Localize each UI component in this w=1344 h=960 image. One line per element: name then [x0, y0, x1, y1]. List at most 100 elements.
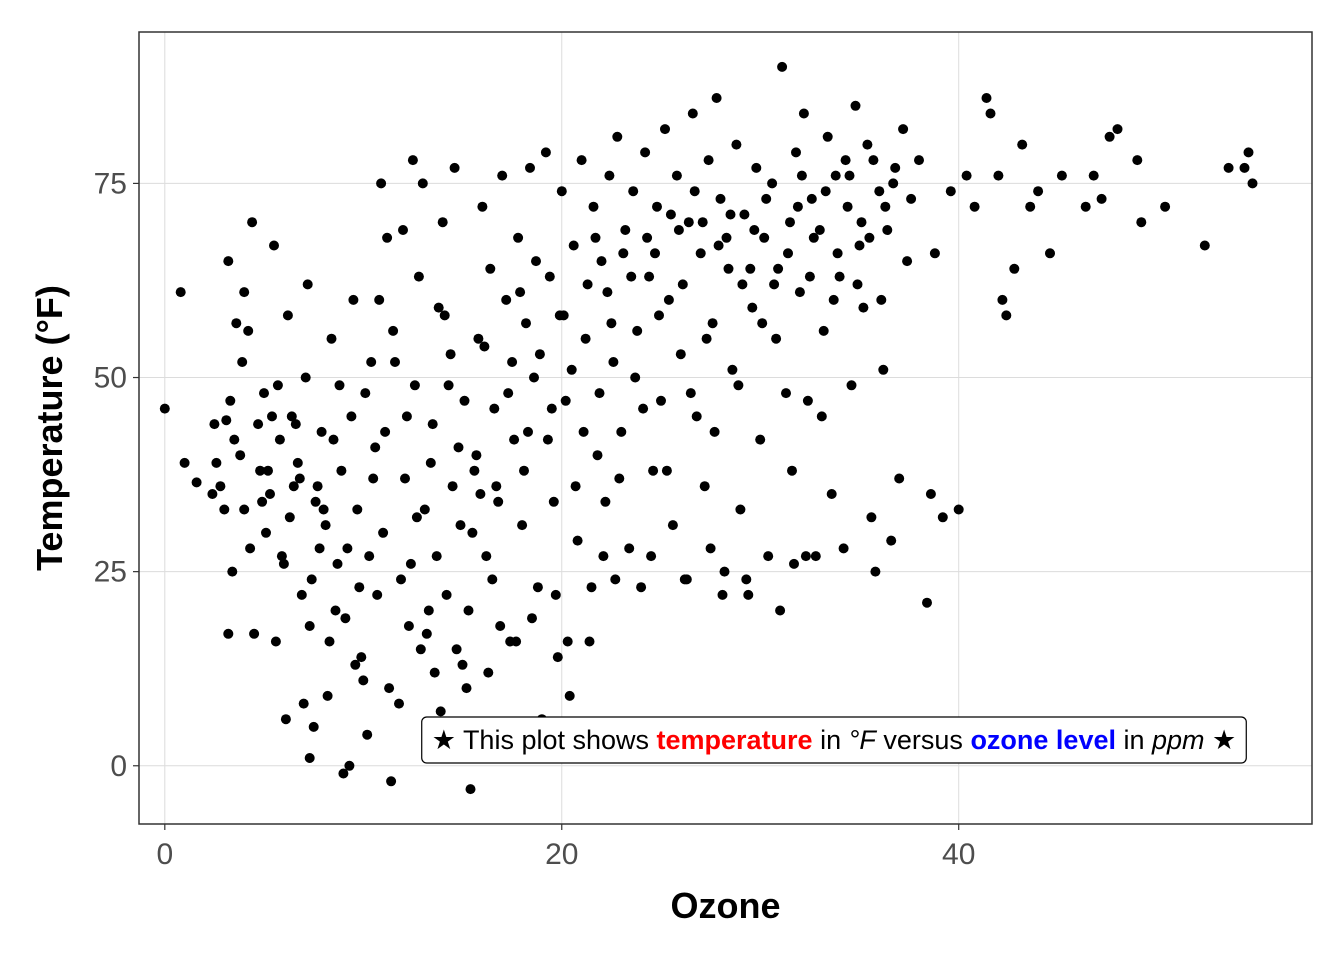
data-point	[862, 139, 873, 150]
data-point	[239, 287, 250, 298]
data-point	[854, 240, 865, 251]
data-point	[808, 232, 819, 243]
data-point	[810, 551, 821, 562]
data-point	[507, 357, 518, 367]
data-point	[787, 465, 797, 476]
data-point	[461, 683, 472, 694]
data-point	[882, 225, 893, 235]
data-point	[332, 558, 343, 569]
data-point	[400, 473, 410, 484]
data-point	[816, 411, 827, 422]
data-point	[525, 162, 535, 173]
data-point	[463, 605, 474, 616]
data-point	[771, 333, 782, 344]
data-point	[866, 512, 877, 523]
data-point	[407, 155, 418, 166]
x-tick-label: 20	[545, 838, 578, 871]
annotation-segment: temperature	[657, 725, 813, 755]
data-point	[447, 481, 458, 492]
data-point	[735, 504, 746, 515]
data-point	[737, 279, 748, 290]
y-axis-title: Temperature (°F)	[29, 285, 70, 571]
data-point	[681, 574, 692, 585]
data-point	[667, 520, 678, 531]
data-point	[475, 489, 486, 499]
data-point	[578, 426, 589, 437]
annotation-segment: ozone level	[970, 725, 1116, 755]
data-point	[1045, 248, 1055, 259]
data-point	[290, 419, 301, 430]
data-point	[552, 652, 563, 663]
data-point	[713, 240, 724, 251]
data-point	[894, 473, 905, 484]
data-point	[789, 558, 799, 569]
data-point	[673, 225, 684, 235]
data-point	[751, 162, 762, 173]
data-point	[755, 434, 766, 445]
data-point	[306, 574, 317, 585]
data-point	[600, 496, 611, 507]
data-point	[517, 520, 528, 531]
data-point	[868, 155, 879, 166]
data-point	[544, 271, 555, 282]
data-point	[175, 287, 186, 298]
y-axis: 0 25 50 75	[94, 167, 139, 783]
data-point	[648, 465, 659, 476]
data-point	[661, 465, 672, 476]
data-point	[390, 357, 400, 367]
data-point	[687, 108, 698, 119]
data-point	[288, 481, 299, 492]
data-point	[703, 155, 714, 166]
data-point	[304, 753, 315, 763]
data-point	[677, 279, 688, 290]
data-point	[624, 543, 635, 554]
data-point	[638, 403, 649, 414]
data-point	[519, 465, 529, 476]
data-point	[441, 589, 452, 600]
data-point	[314, 543, 325, 554]
data-point	[763, 551, 774, 562]
data-point	[1199, 240, 1210, 251]
data-point	[886, 535, 897, 546]
data-point	[632, 325, 643, 336]
data-point	[316, 426, 327, 437]
data-point	[1080, 201, 1091, 212]
data-point	[336, 465, 347, 476]
data-point	[209, 419, 220, 430]
data-point	[479, 341, 490, 352]
data-point	[330, 605, 341, 616]
data-point	[630, 372, 641, 383]
data-point	[411, 512, 422, 523]
data-point	[586, 582, 597, 593]
data-point	[806, 193, 817, 204]
data-point	[646, 551, 657, 562]
data-point	[560, 395, 571, 406]
data-point	[701, 333, 712, 344]
data-point	[380, 426, 391, 437]
annotation-segment: in	[1116, 725, 1152, 755]
data-point	[636, 582, 647, 593]
data-point	[467, 527, 478, 538]
data-point	[777, 61, 788, 72]
data-point	[592, 450, 603, 461]
data-point	[822, 131, 833, 142]
data-point	[429, 667, 440, 678]
data-point	[433, 302, 444, 313]
data-point	[495, 621, 506, 631]
data-point	[483, 667, 494, 678]
data-point	[221, 415, 232, 426]
annotation-box	[421, 716, 1247, 764]
data-point	[925, 489, 936, 499]
data-point	[445, 349, 456, 360]
data-point	[409, 380, 420, 391]
data-point	[717, 589, 728, 600]
data-point	[515, 287, 526, 298]
data-point	[830, 170, 841, 181]
data-point	[1088, 170, 1099, 181]
data-point	[263, 465, 273, 476]
data-point	[280, 714, 291, 725]
data-point	[534, 349, 545, 360]
data-point	[856, 217, 867, 228]
points-layer	[159, 61, 1258, 795]
data-point	[914, 155, 924, 166]
